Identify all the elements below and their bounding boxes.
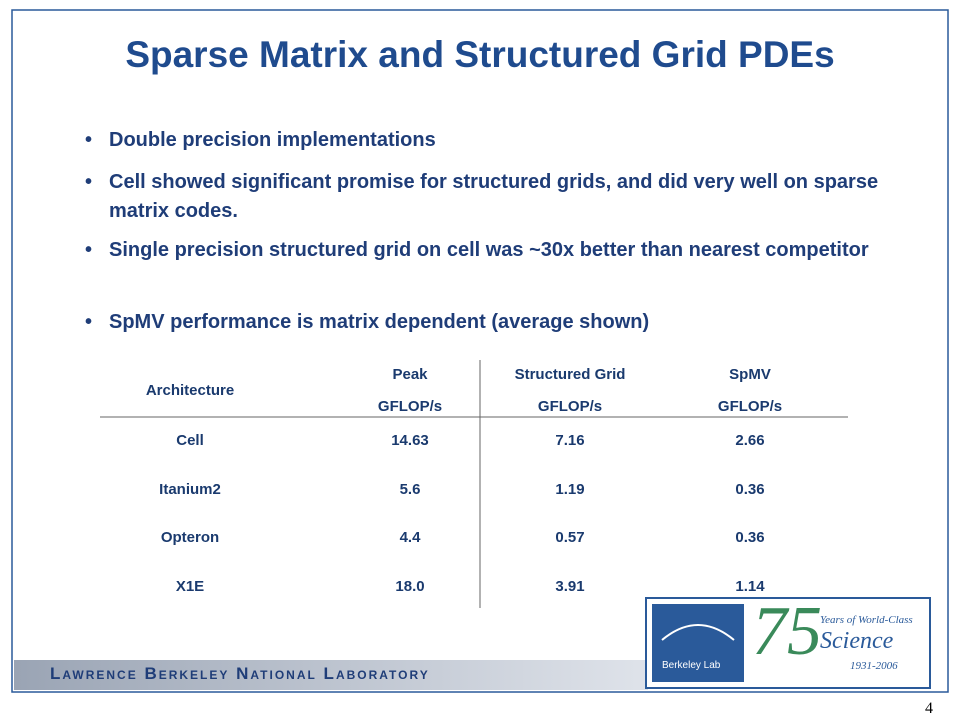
frame xyxy=(11,9,949,693)
footer-band xyxy=(14,660,648,690)
bullet-text: SpMV performance is matrix dependent (av… xyxy=(109,311,650,333)
table-cell: 0.57 xyxy=(555,529,585,546)
bullet-dot: • xyxy=(85,239,93,261)
bullet-dot: • xyxy=(85,311,93,333)
bullet-dot: • xyxy=(85,129,93,151)
table-header: GFLOP/s xyxy=(537,398,603,415)
table-cell: 18.0 xyxy=(395,577,425,595)
logo-number: 75 xyxy=(752,593,822,670)
bullet: • SpMV performance is matrix dependent (a… xyxy=(85,308,885,337)
table-header: Structured Grid xyxy=(514,366,626,383)
bullet-text: Cell showed significant promise for stru… xyxy=(109,171,879,222)
table-cell: Opteron xyxy=(160,529,220,546)
table-cell: 2.66 xyxy=(735,432,765,449)
table-header: GFLOP/s xyxy=(717,398,783,415)
logo-line2: Science xyxy=(820,628,894,654)
page-number: 4 xyxy=(925,700,933,717)
bullet: • Single precision structured grid on cel… xyxy=(85,236,885,265)
table-cell: 0.36 xyxy=(735,480,765,498)
bullet-dot: • xyxy=(85,171,93,193)
bullet-text: Double precision implementations xyxy=(109,129,436,151)
table-cell: 4.4 xyxy=(399,529,421,546)
logo-years: 1931-2006 xyxy=(850,660,898,672)
bullet: • Cell showed significant promise for str… xyxy=(85,168,885,226)
table-header: GFLOP/s xyxy=(377,398,443,415)
table-header: SpMV xyxy=(729,366,771,383)
table-cell: 3.91 xyxy=(555,577,585,595)
table-cell: 14.63 xyxy=(391,432,429,449)
table-cell: 5.6 xyxy=(399,480,421,498)
table-cell: Itanium2 xyxy=(159,480,221,498)
table-cell: 7.16 xyxy=(555,432,585,449)
table-cell: 1.19 xyxy=(555,480,585,498)
title: Sparse Matrix and Structured Grid PDEs xyxy=(125,34,835,75)
bullet-text: Single precision structured grid on cell… xyxy=(109,239,869,261)
logo-lab: Berkeley Lab xyxy=(662,660,721,671)
logo-panel xyxy=(652,604,744,682)
footer: Lawrence Berkeley National Laboratory xyxy=(50,664,430,683)
table-header: Peak xyxy=(392,366,428,383)
logo-dome xyxy=(661,624,735,641)
table-cell: 0.36 xyxy=(735,529,765,546)
bullet: • Double precision implementations xyxy=(85,126,885,155)
table-cell: Cell xyxy=(176,432,204,449)
logo-line1: Years of World-Class xyxy=(820,614,913,626)
table-cell: X1E xyxy=(175,577,205,595)
table-header: Architecture xyxy=(145,382,235,399)
table-cell: 1.14 xyxy=(735,577,765,595)
